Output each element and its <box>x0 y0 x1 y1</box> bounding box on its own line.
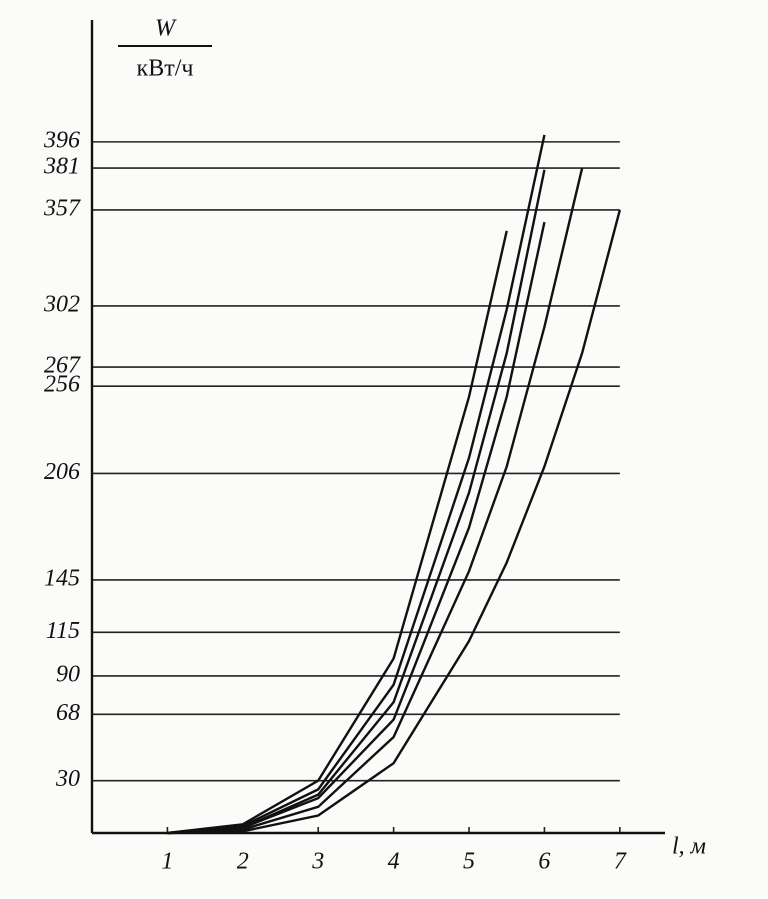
y-tick-label: 256 <box>44 372 80 398</box>
curve <box>167 230 508 835</box>
curve <box>167 134 546 835</box>
y-axis-unit: кВт/ч <box>137 56 194 82</box>
y-tick-label: 267 <box>44 353 81 379</box>
x-tick-label: 5 <box>463 849 475 875</box>
y-tick-label: 68 <box>56 700 80 726</box>
x-axis-label: l, м <box>672 834 706 860</box>
x-tick-label: 1 <box>161 849 173 875</box>
y-tick-label: 30 <box>55 766 80 792</box>
x-tick-label: 2 <box>237 849 249 875</box>
y-tick-label: 90 <box>56 661 80 687</box>
y-tick-label: 381 <box>43 154 80 180</box>
curve <box>167 169 546 835</box>
y-tick-label: 302 <box>43 291 80 317</box>
y-tick-label: 206 <box>44 459 80 485</box>
y-axis-label: W <box>155 16 177 42</box>
curve <box>167 209 621 835</box>
y-tick-label: 396 <box>43 127 80 153</box>
y-tick-label: 145 <box>44 565 80 591</box>
x-tick-label: 3 <box>311 849 324 875</box>
curve <box>167 167 584 835</box>
x-tick-label: 7 <box>614 849 627 875</box>
x-tick-label: 6 <box>538 849 550 875</box>
curve <box>167 221 546 835</box>
x-tick-label: 4 <box>388 849 400 875</box>
y-tick-label: 115 <box>46 618 80 644</box>
y-tick-label: 357 <box>43 195 81 221</box>
